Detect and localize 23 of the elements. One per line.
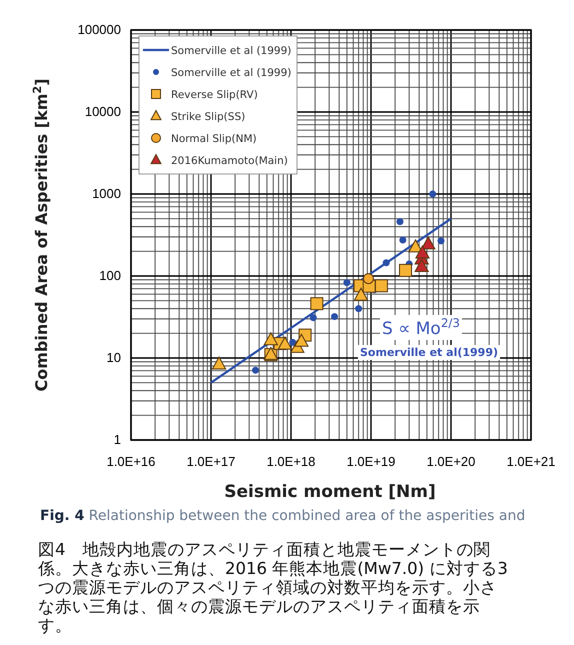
x-tick-label: 1.0E+19 — [346, 454, 396, 469]
legend-label: Somerville et al (1999) — [171, 45, 292, 57]
x-tick-label: 1.0E+21 — [506, 454, 556, 469]
legend-label: Normal Slip(NM) — [171, 133, 257, 145]
x-tick-label: 1.0E+20 — [426, 454, 476, 469]
y-tick-label: 100000 — [78, 22, 121, 37]
x-tick-label: 1.0E+16 — [106, 454, 156, 469]
text: Fig. 4 Relationship between the combined area of the asperities and — [40, 508, 526, 524]
x-tick-label: 1.0E+17 — [186, 454, 236, 469]
x-axis-title: Seismic moment [Nm] — [224, 482, 436, 502]
legend-label: Strike Slip(SS) — [171, 111, 246, 123]
x-tick-label: 1.0E+18 — [266, 454, 316, 469]
y-tick-label: 1000 — [92, 186, 121, 201]
legend-label: Somerville et al (1999) — [171, 67, 292, 79]
legend-label: 2016Kumamoto(Main) — [171, 155, 288, 167]
legend-label: Reverse Slip(RV) — [171, 89, 258, 101]
y-tick-label: 1 — [114, 432, 121, 447]
y-tick-label: 10000 — [84, 104, 121, 119]
y-tick-label: 100 — [99, 268, 121, 283]
annotation: Somerville et al(1999) — [358, 345, 500, 360]
annotation: S ∝ Mo$^{2/3}$ — [380, 315, 462, 340]
y-tick-label: 10 — [106, 350, 121, 365]
caption: 図4 地殻内地震のアスペリティ面積と地震モーメントの関係。大きな赤い三角は、2016 年熊本地震(Mw7.0) に対する3 つの震源モデルのアスペリティ領域の対数平均を示す。小さな赤い三角は、個々の震源モデルのアスペリティ面積を示す。 — [38, 540, 508, 635]
